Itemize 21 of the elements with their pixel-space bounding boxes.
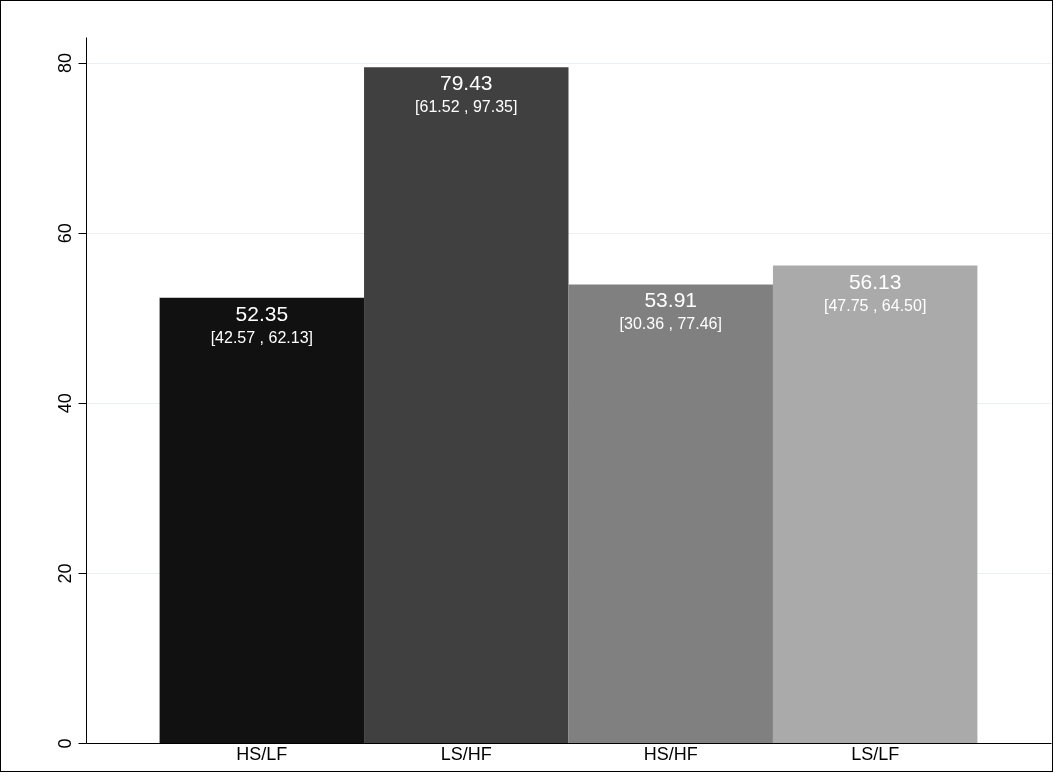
bar [568, 284, 773, 743]
data-label: 52.35 [235, 301, 289, 325]
x-tick-label: HS/LF [236, 743, 288, 764]
bar [159, 297, 365, 743]
data-label: 79.43 [439, 71, 493, 95]
data-label: 56.13 [848, 269, 902, 293]
y-tick-label: 60 [54, 223, 75, 244]
x-tick-label: LS/HF [440, 743, 492, 764]
annotation: [61.52 , 97.35] [415, 98, 518, 116]
annotation: [30.36 , 77.46] [619, 315, 722, 333]
y-tick-label: 80 [54, 53, 75, 74]
y-tick-label: 40 [54, 393, 75, 414]
annotation: [47.75 , 64.50] [824, 296, 927, 314]
bar [364, 67, 569, 743]
x-tick-label: HS/HF [643, 743, 698, 764]
annotation: [42.57 , 62.13] [210, 328, 313, 346]
data-label: 53.91 [644, 288, 698, 312]
y-tick-label: 0 [54, 738, 75, 749]
x-tick-label: LS/LF [851, 743, 900, 764]
bar [772, 265, 978, 743]
y-tick-label: 20 [54, 563, 75, 584]
